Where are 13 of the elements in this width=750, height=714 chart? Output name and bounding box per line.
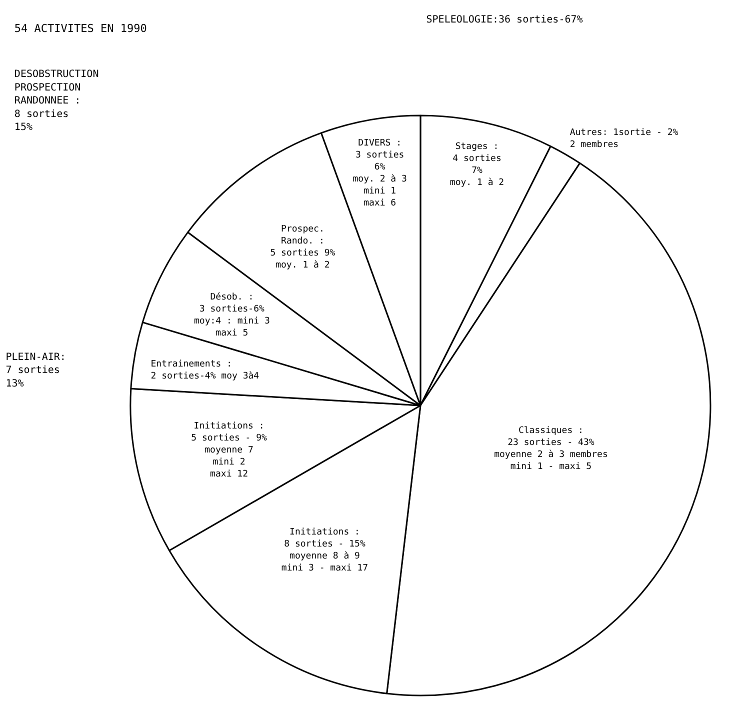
slice-label: Initiations : 5 sorties - 9% moyenne 7 mini 2 maxi 12	[191, 422, 268, 480]
slice-label: Désob. : 3 sorties-6% moy:4 : mini 3 maxi 5	[194, 292, 270, 339]
slice-label: Stages : 4 sorties 7% moy. 1 à 2	[450, 142, 504, 188]
chart-title: 54 ACTIVITES EN 1990	[14, 22, 147, 36]
slice-label: DIVERS : 3 sorties 6% moy. 2 à 3 mini 1 maxi 6	[352, 138, 407, 209]
slice-label: Classiques : 23 sorties - 43% moyenne 2 à 3 membres mini 1 - maxi 5	[494, 426, 608, 472]
slice-label: Autres: 1sortie - 2% 2 membres	[570, 128, 679, 150]
slice-label: Entrainements : 2 sorties-4% moy 3à4	[150, 360, 260, 382]
slice-label: Initiations : 8 sorties - 15% moyenne 8 à 9 mini 3 - maxi 17	[281, 527, 368, 574]
text: PLEIN-AIR: 7 sorties 13%	[6, 352, 66, 390]
text: SPELEOLOGIE:36 sorties-67%	[426, 14, 583, 26]
slice-label: Prospec. Rando. : 5 sorties 9% moy. 1 à 2	[270, 224, 336, 270]
text: DESOBSTRUCTION PROSPECTION RANDONNEE : 8 sorties 15%	[14, 69, 99, 133]
